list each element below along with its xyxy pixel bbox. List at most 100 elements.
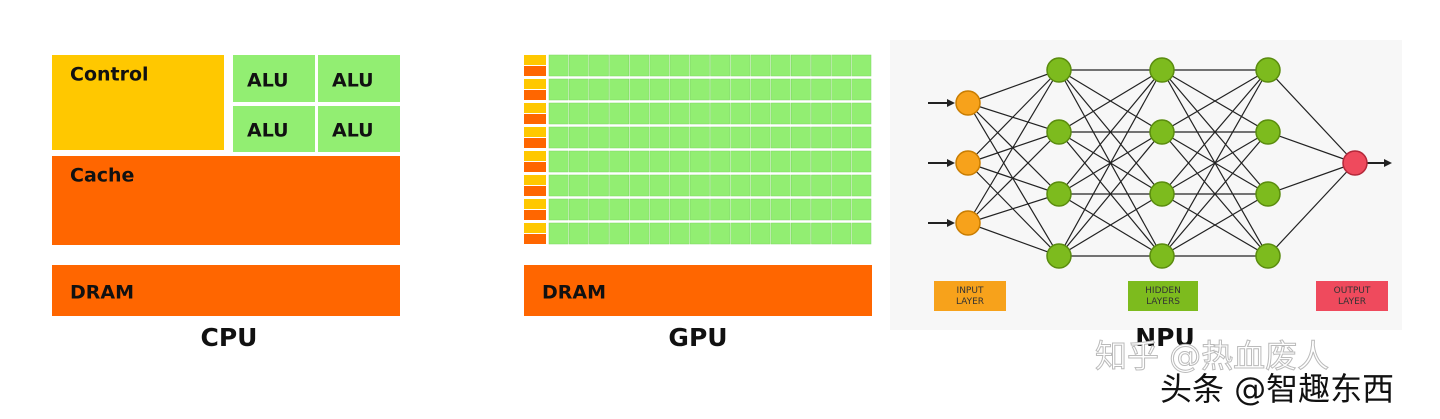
- edge: [1161, 193, 1269, 257]
- core: [710, 150, 730, 173]
- core: [589, 54, 609, 77]
- neuron: [955, 210, 981, 236]
- core: [568, 54, 589, 77]
- edge: [967, 222, 1060, 257]
- core: [730, 78, 751, 101]
- core: [750, 150, 771, 173]
- neuron: [1046, 243, 1072, 269]
- legend-label: INPUT: [957, 286, 984, 296]
- edge: [1058, 69, 1163, 195]
- cache-unit: [524, 66, 546, 76]
- dram-block: [524, 265, 872, 316]
- core: [831, 102, 852, 125]
- control-label: Control: [70, 64, 149, 86]
- neuron: [1255, 119, 1281, 145]
- edge: [1267, 131, 1356, 164]
- legend-box: [1316, 281, 1388, 311]
- core: [589, 174, 609, 197]
- alu-label: ALU: [332, 120, 374, 142]
- alu-block: [318, 106, 400, 152]
- core: [811, 198, 831, 221]
- core: [629, 126, 650, 149]
- core: [548, 102, 569, 125]
- cache-unit: [524, 114, 546, 124]
- core: [791, 222, 811, 245]
- core: [730, 198, 751, 221]
- core: [690, 174, 710, 197]
- core: [649, 174, 670, 197]
- core: [831, 222, 852, 245]
- core: [770, 54, 791, 77]
- alu-label: ALU: [332, 70, 374, 92]
- core: [690, 78, 710, 101]
- legend-label: LAYERS: [1146, 297, 1180, 307]
- core: [548, 150, 569, 173]
- core: [629, 78, 650, 101]
- core: [669, 198, 690, 221]
- core: [629, 198, 650, 221]
- cache-unit: [524, 210, 546, 220]
- alu-block: [233, 106, 315, 152]
- core: [629, 54, 650, 77]
- arrow-head: [947, 159, 955, 167]
- gpu-cores: [524, 54, 872, 245]
- core: [629, 222, 650, 245]
- core: [750, 198, 771, 221]
- core: [770, 150, 791, 173]
- neuron: [1046, 57, 1072, 83]
- legend-label: LAYER: [1338, 297, 1366, 307]
- legend-label: LAYER: [956, 297, 984, 307]
- core: [669, 102, 690, 125]
- core: [770, 198, 791, 221]
- core: [710, 54, 730, 77]
- core: [629, 150, 650, 173]
- core: [851, 78, 872, 101]
- core: [589, 198, 609, 221]
- control-unit: [524, 103, 546, 113]
- core: [649, 78, 670, 101]
- core: [690, 54, 710, 77]
- core: [690, 222, 710, 245]
- core: [770, 222, 791, 245]
- core: [730, 126, 751, 149]
- edge: [967, 193, 1060, 224]
- core: [548, 174, 569, 197]
- core: [710, 198, 730, 221]
- neuron: [1255, 57, 1281, 83]
- edge: [967, 131, 1060, 224]
- core: [851, 126, 872, 149]
- core: [548, 54, 569, 77]
- cpu-label: CPU: [201, 323, 258, 352]
- neuron: [1149, 243, 1175, 269]
- core: [710, 102, 730, 125]
- edge: [1161, 69, 1269, 257]
- core: [831, 174, 852, 197]
- core: [791, 150, 811, 173]
- core: [690, 150, 710, 173]
- core: [750, 126, 771, 149]
- alu-label: ALU: [247, 120, 289, 142]
- core: [730, 222, 751, 245]
- alu-label: ALU: [247, 70, 289, 92]
- core: [750, 78, 771, 101]
- arrow-head: [947, 219, 955, 227]
- edge: [1267, 162, 1356, 257]
- core: [669, 78, 690, 101]
- control-unit: [524, 151, 546, 161]
- core: [811, 54, 831, 77]
- core: [609, 102, 629, 125]
- core: [649, 222, 670, 245]
- core: [851, 54, 872, 77]
- cache-block: [52, 156, 400, 245]
- core: [770, 174, 791, 197]
- core: [851, 222, 872, 245]
- cache-unit: [524, 186, 546, 196]
- cache-unit: [524, 90, 546, 100]
- neuron: [1149, 119, 1175, 145]
- core: [831, 78, 852, 101]
- cache-unit: [524, 138, 546, 148]
- core: [568, 222, 589, 245]
- core: [811, 126, 831, 149]
- core: [609, 198, 629, 221]
